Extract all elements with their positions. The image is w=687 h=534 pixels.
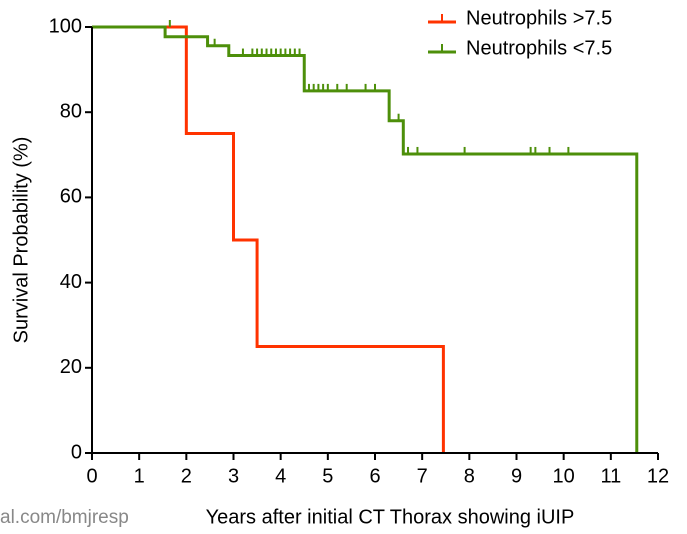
y-tick-label: 20 <box>60 356 82 378</box>
x-axis-label: Years after initial CT Thorax showing iU… <box>206 506 575 528</box>
x-tick-label: 1 <box>134 465 145 487</box>
y-tick-label: 40 <box>60 271 82 293</box>
x-tick-label: 10 <box>553 465 575 487</box>
x-tick-label: 9 <box>511 465 522 487</box>
survival-curve <box>92 25 639 453</box>
x-tick-label: 6 <box>369 465 380 487</box>
legend-label: Neutrophils >7.5 <box>466 7 612 29</box>
x-tick-label: 7 <box>417 465 428 487</box>
y-tick-label: 60 <box>60 186 82 208</box>
y-tick-label: 100 <box>49 15 82 37</box>
x-tick-label: 2 <box>181 465 192 487</box>
x-tick-label: 3 <box>228 465 239 487</box>
x-tick-label: 5 <box>322 465 333 487</box>
legend-label: Neutrophils <7.5 <box>466 37 612 59</box>
survival-curve <box>92 25 445 453</box>
x-tick-label: 0 <box>86 465 97 487</box>
x-tick-label: 11 <box>600 465 621 487</box>
watermark: al.com/bmjresp <box>0 507 129 528</box>
y-tick-label: 80 <box>60 100 82 122</box>
x-tick-label: 4 <box>275 465 286 487</box>
y-axis-label: Survival Probability (%) <box>10 137 32 344</box>
x-tick-label: 12 <box>647 465 669 487</box>
x-tick-label: 8 <box>464 465 475 487</box>
y-tick-label: 0 <box>71 441 82 463</box>
